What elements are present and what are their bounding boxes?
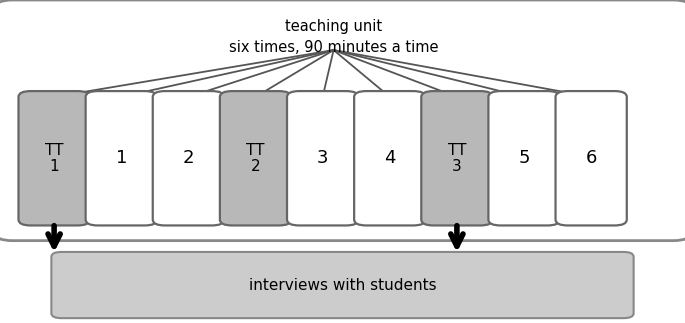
FancyBboxPatch shape: [421, 91, 493, 225]
Text: TT
1: TT 1: [45, 143, 64, 174]
FancyBboxPatch shape: [0, 0, 685, 241]
Text: 2: 2: [183, 149, 194, 167]
FancyBboxPatch shape: [287, 91, 358, 225]
Text: 3: 3: [317, 149, 328, 167]
Text: TT
3: TT 3: [447, 143, 466, 174]
FancyBboxPatch shape: [86, 91, 157, 225]
Text: 4: 4: [384, 149, 395, 167]
Text: 1: 1: [116, 149, 127, 167]
FancyBboxPatch shape: [220, 91, 291, 225]
FancyBboxPatch shape: [488, 91, 560, 225]
FancyBboxPatch shape: [51, 252, 634, 318]
FancyBboxPatch shape: [18, 91, 90, 225]
Text: 6: 6: [586, 149, 597, 167]
FancyBboxPatch shape: [354, 91, 425, 225]
Text: interviews with students: interviews with students: [249, 277, 436, 293]
Text: 5: 5: [519, 149, 530, 167]
Text: TT
2: TT 2: [246, 143, 265, 174]
FancyBboxPatch shape: [153, 91, 224, 225]
Text: teaching unit
six times, 90 minutes a time: teaching unit six times, 90 minutes a ti…: [229, 19, 438, 55]
FancyBboxPatch shape: [556, 91, 627, 225]
